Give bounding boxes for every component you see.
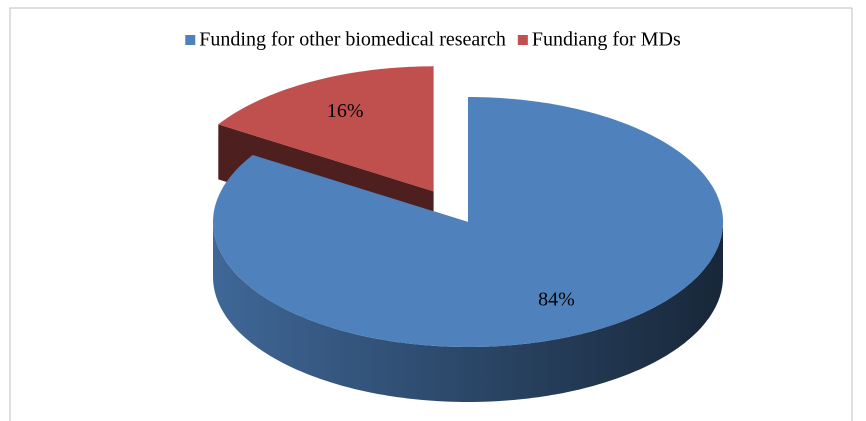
slice: [213, 97, 723, 347]
legend: Funding for other biomedical research Fun…: [185, 29, 681, 51]
data-label: 84%: [538, 288, 575, 310]
slice-side: [213, 222, 723, 402]
data-label: 16%: [327, 100, 364, 122]
chart-frame: [9, 7, 853, 421]
slice: [218, 66, 434, 192]
legend-swatch: [517, 35, 528, 45]
legend-label: Funding for other biomedical research: [199, 29, 506, 51]
legend-label: Fundiang for MDs: [532, 29, 681, 51]
legend-swatch: [185, 35, 196, 45]
